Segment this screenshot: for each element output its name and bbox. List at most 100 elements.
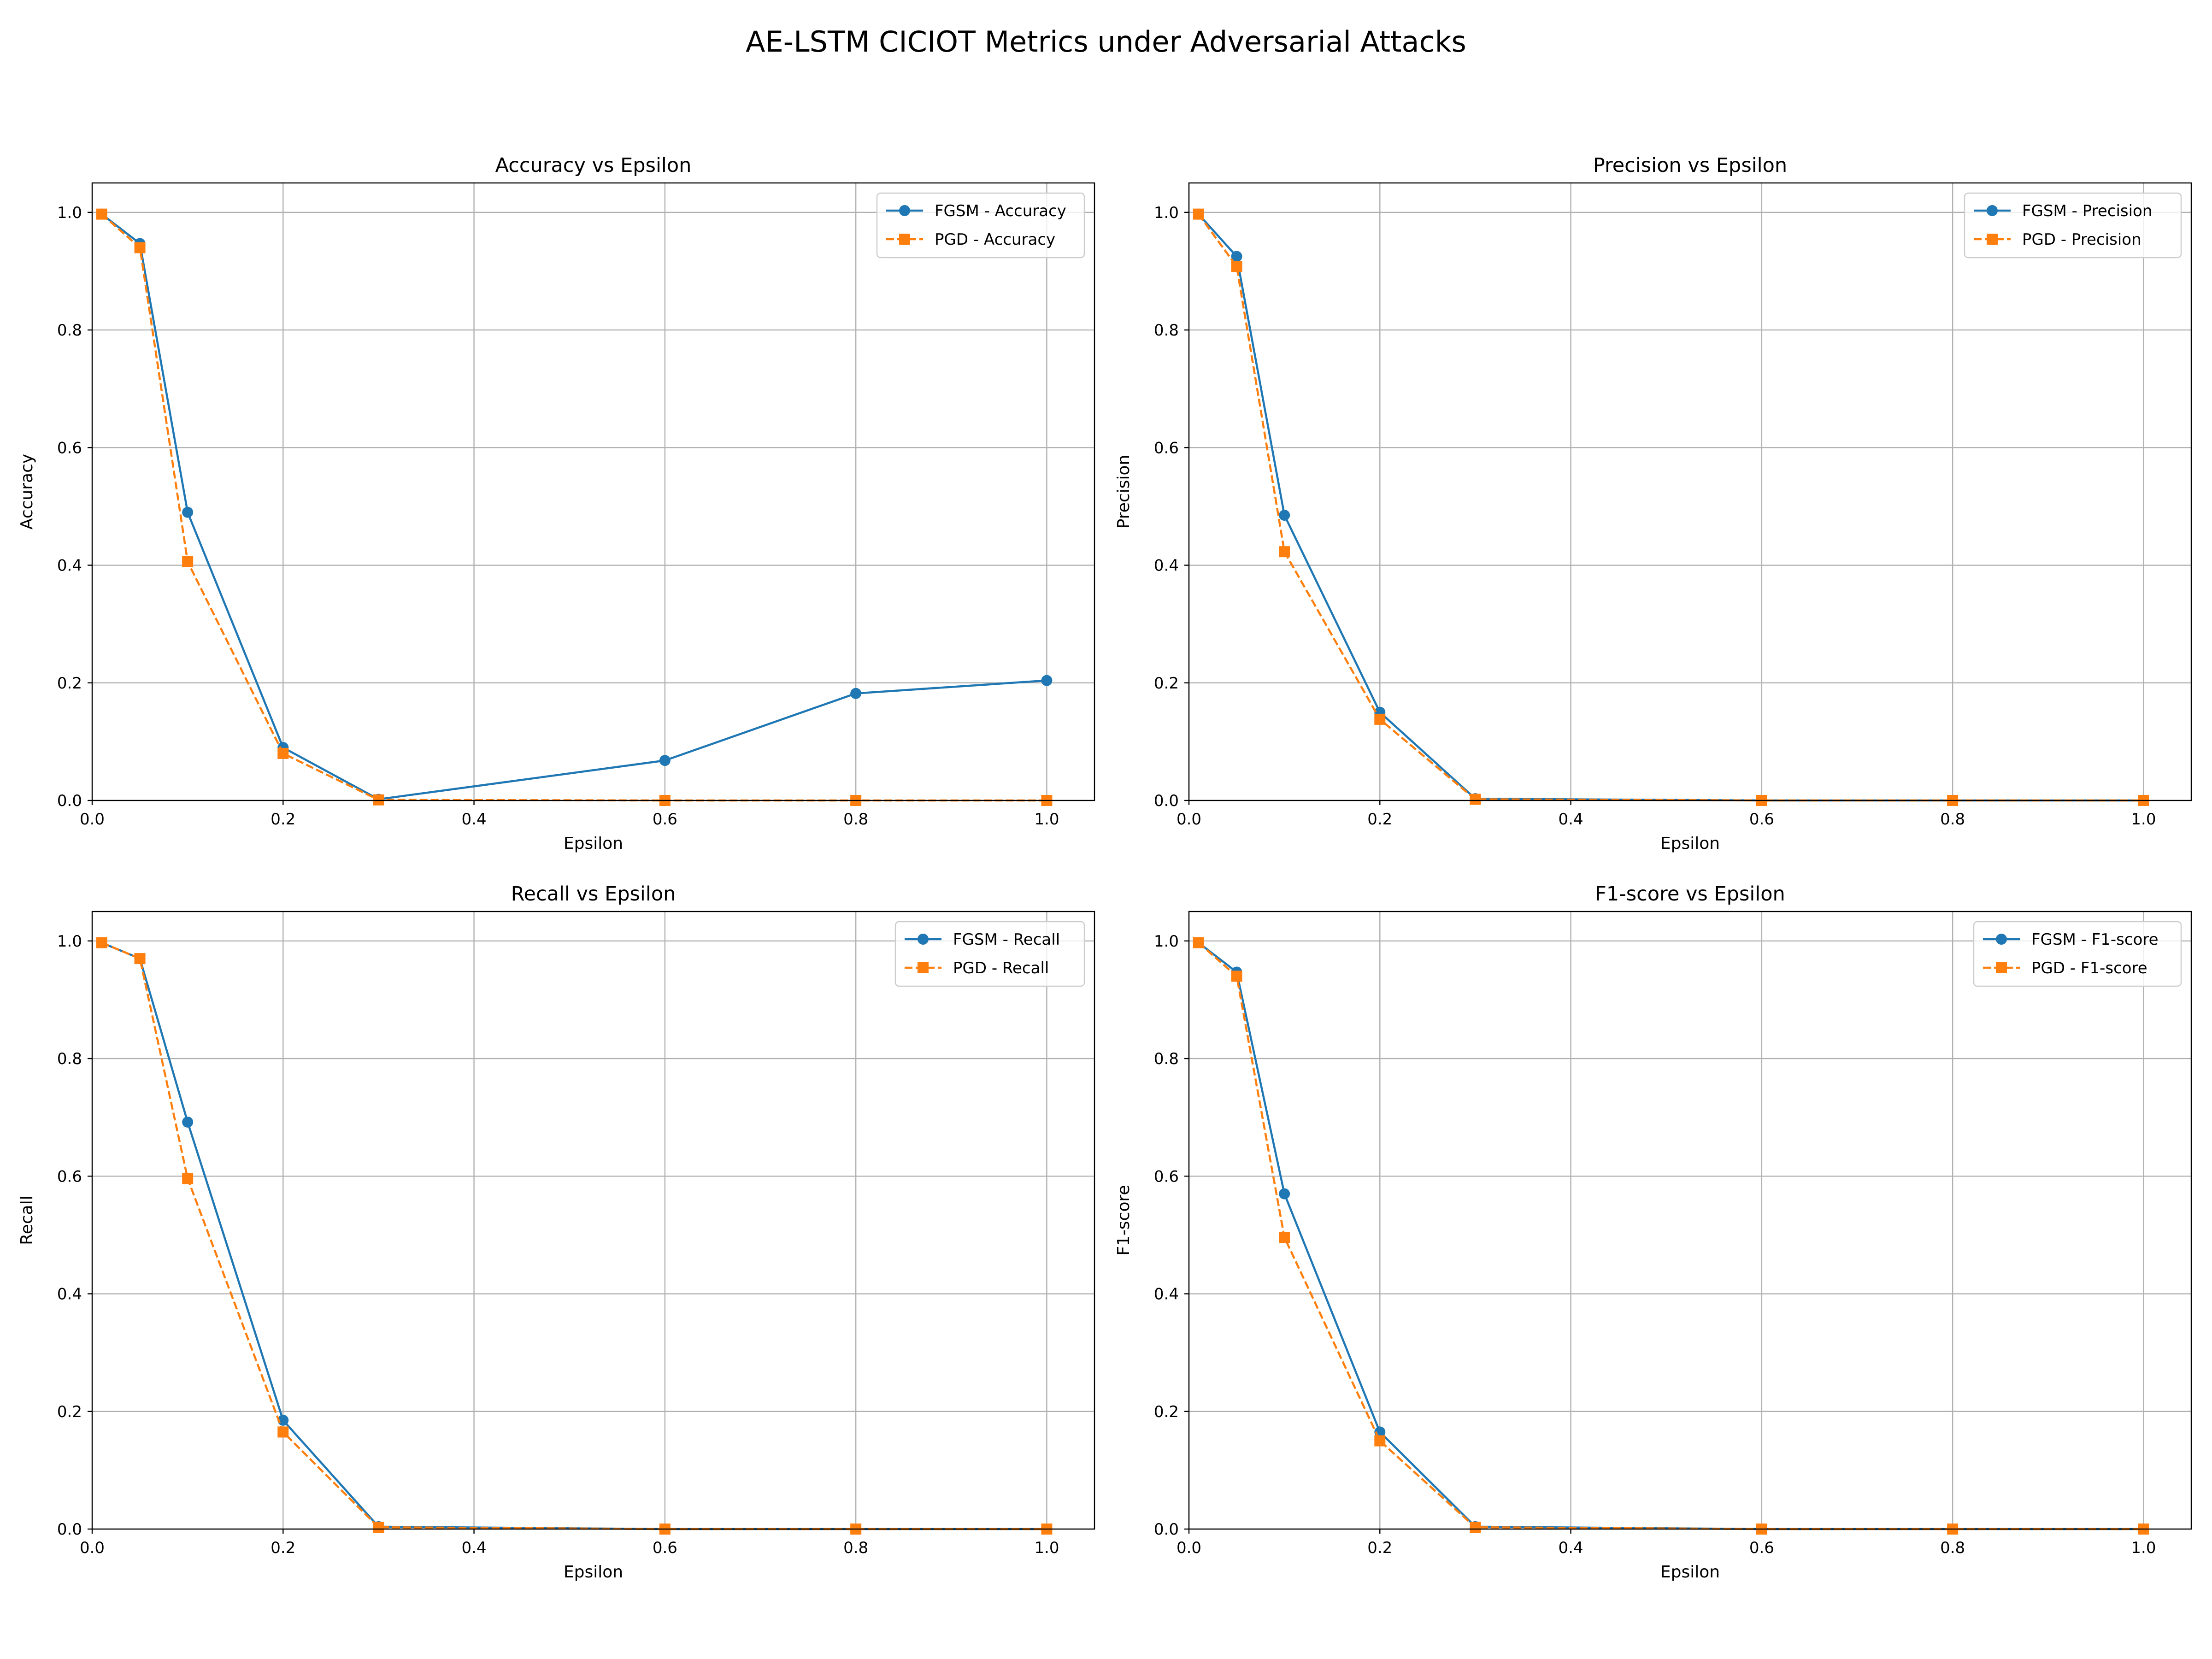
subplot-precision: 0.0 0.2 0.4 0.6 0.8 1.0 0.0 0.2 0.4 0.6 0.8 1.0 Prec…: [1114, 154, 2192, 853]
x-tick-label: 0.6: [1749, 1539, 1774, 1557]
data-point: [277, 1426, 289, 1438]
legend: FGSM - Precision PGD - Precision: [1964, 192, 2182, 259]
y-tick-label: 0.8: [57, 321, 82, 340]
legend-marker: [918, 934, 929, 945]
grid: [1188, 912, 2191, 1530]
legend-entry: PGD - Recall: [905, 959, 1049, 977]
x-tick-label: 0.0: [1177, 810, 1201, 829]
plot-area: [1189, 183, 2191, 800]
y-tick-label: 0.8: [1154, 1050, 1179, 1068]
legend-box: [1964, 192, 2182, 259]
data-point: [1470, 1522, 1481, 1533]
data-point: [182, 1173, 194, 1184]
data-point: [1279, 1188, 1290, 1200]
x-tick-label: 0.4: [462, 810, 487, 829]
subplot-title: Precision vs Epsilon: [1593, 154, 1787, 177]
data-point: [96, 937, 107, 948]
y-tick-label: 0.0: [1154, 792, 1179, 810]
y-tick-label: 1.0: [57, 204, 82, 222]
figure-suptitle: AE-LSTM CICIOT Metrics under Adversarial…: [746, 25, 1466, 59]
subplot-f1-score: 0.0 0.2 0.4 0.6 0.8 1.0 0.0 0.2 0.4 0.6 0.8 1.0 F1-s…: [1114, 882, 2192, 1582]
legend-marker: [1987, 205, 1998, 216]
y-tick-label: 0.6: [1154, 439, 1179, 457]
y-tick-label: 0.6: [57, 1167, 82, 1186]
data-point: [134, 242, 146, 253]
x-tick-label: 0.4: [1559, 810, 1583, 829]
axes-frame: [1188, 182, 2192, 801]
data-point: [182, 556, 194, 567]
x-tick-label: 0.6: [653, 810, 677, 829]
subplot-accuracy: 0.0 0.2 0.4 0.6 0.8 1.0 0.0 0.2 0.4 0.6 0.8 1.0 Accu…: [18, 154, 1095, 853]
x-axis-label: Epsilon: [564, 834, 623, 853]
legend-marker: [918, 962, 929, 973]
legend-label: PGD - Accuracy: [935, 230, 1055, 249]
data-point: [182, 1116, 194, 1128]
data-point: [1041, 675, 1053, 686]
data-point: [277, 747, 289, 759]
data-point: [1279, 546, 1290, 558]
y-axis-label: Recall: [18, 1195, 36, 1245]
legend-entry: PGD - Accuracy: [886, 230, 1055, 249]
x-tick-label: 0.2: [271, 1539, 295, 1557]
x-tick-label: 0.2: [1367, 1539, 1392, 1557]
y-tick-label: 0.4: [57, 557, 82, 575]
x-tick-label: 0.0: [80, 1539, 105, 1557]
data-point: [850, 688, 862, 699]
legend-marker: [899, 234, 910, 245]
legend-box: [1973, 921, 2182, 987]
y-tick-label: 0.4: [1154, 557, 1179, 575]
data-point: [373, 1522, 384, 1533]
data-point: [1470, 794, 1481, 805]
y-tick-label: 0.0: [57, 792, 82, 810]
data-point: [1231, 971, 1242, 982]
x-tick-label: 0.4: [1559, 1539, 1583, 1557]
series-line: [1198, 941, 2144, 1530]
y-tick-label: 0.6: [57, 439, 82, 457]
legend-entry: PGD - F1-score: [1983, 959, 2147, 977]
x-tick-label: 0.8: [843, 1539, 868, 1557]
y-tick-label: 0.8: [1154, 321, 1179, 340]
legend-label: PGD - Precision: [2022, 230, 2141, 249]
data-point: [134, 953, 146, 965]
y-tick-label: 0.0: [57, 1520, 82, 1539]
data-point: [1193, 208, 1204, 220]
x-tick-label: 0.0: [80, 810, 105, 829]
y-tick-label: 1.0: [57, 932, 82, 951]
series-line: [101, 213, 1047, 800]
data-point: [1231, 251, 1242, 262]
y-tick-label: 0.4: [57, 1285, 82, 1304]
x-tick-label: 0.8: [843, 810, 868, 829]
x-tick-label: 0.2: [1367, 810, 1392, 829]
plot-area: [92, 183, 1094, 800]
data-point: [373, 794, 384, 806]
subplot-title: Accuracy vs Epsilon: [495, 154, 692, 177]
legend-label: FGSM - Recall: [953, 930, 1060, 949]
x-tick-label: 1.0: [2131, 810, 2156, 829]
y-tick-label: 0.8: [57, 1050, 82, 1068]
data-point: [1231, 261, 1242, 272]
x-tick-label: 0.8: [1940, 1539, 1965, 1557]
legend-marker: [1996, 962, 2007, 973]
data-point: [1374, 1435, 1386, 1447]
legend-box: [894, 921, 1085, 987]
x-tick-label: 0.2: [271, 810, 295, 829]
legend-entry: PGD - Precision: [1974, 230, 2141, 249]
legend: FGSM - F1-score PGD - F1-score: [1973, 921, 2182, 987]
subplot-recall: 0.0 0.2 0.4 0.6 0.8 1.0 0.0 0.2 0.4 0.6 0.8 1.0 Reca…: [18, 882, 1095, 1582]
legend-marker: [899, 205, 910, 216]
data-point: [1279, 510, 1290, 521]
y-axis-label: Accuracy: [18, 454, 36, 529]
legend: FGSM - Recall PGD - Recall: [894, 921, 1085, 987]
y-tick-label: 0.6: [1154, 1167, 1179, 1186]
legend-label: PGD - Recall: [953, 959, 1049, 977]
legend-entry: FGSM - F1-score: [1983, 930, 2159, 949]
y-tick-label: 0.2: [57, 1403, 82, 1421]
data-point: [182, 506, 194, 518]
x-tick-label: 0.4: [462, 1539, 487, 1557]
plot-area: [1189, 912, 2191, 1529]
x-tick-label: 0.6: [1749, 810, 1774, 829]
series-line: [1197, 213, 2144, 802]
legend-marker: [1996, 934, 2007, 945]
y-tick-label: 1.0: [1154, 932, 1179, 951]
